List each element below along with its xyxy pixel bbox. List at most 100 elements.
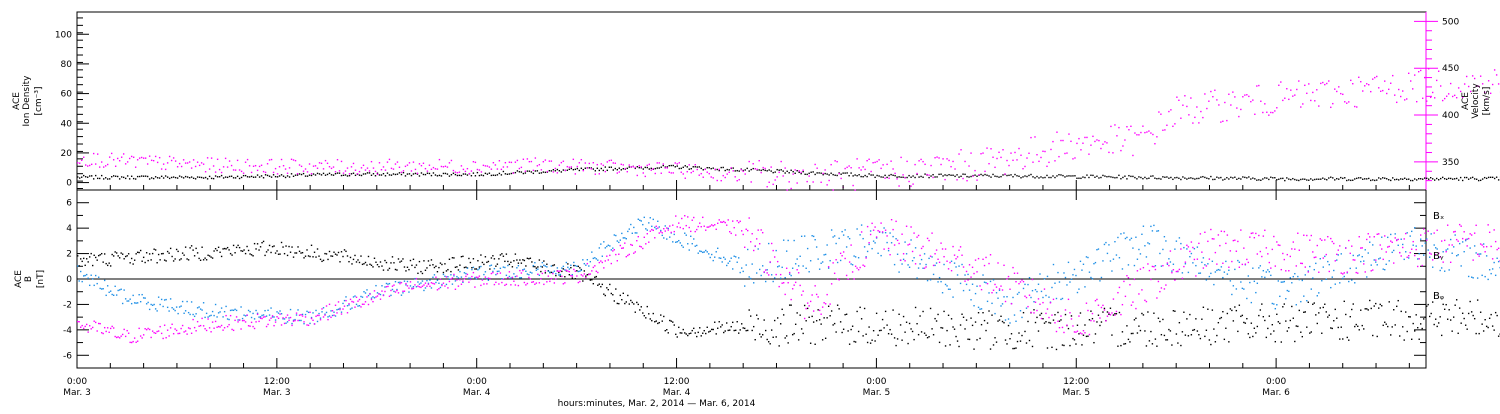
data-point — [975, 293, 976, 294]
data-point — [481, 171, 482, 172]
data-point — [864, 308, 865, 309]
data-point — [281, 313, 282, 314]
data-point — [1065, 314, 1066, 315]
data-point — [1442, 177, 1443, 178]
data-point — [663, 316, 664, 317]
data-point — [511, 173, 512, 174]
data-point — [402, 258, 403, 259]
data-point — [728, 219, 729, 220]
data-point — [1322, 82, 1323, 83]
data-point — [984, 320, 985, 321]
data-point — [419, 283, 420, 284]
data-point — [1384, 178, 1385, 179]
data-point — [687, 335, 688, 336]
data-point — [1112, 177, 1113, 178]
data-point — [1408, 178, 1409, 179]
data-point — [609, 167, 610, 168]
data-point — [475, 175, 476, 176]
data-point — [866, 176, 867, 177]
data-point — [820, 263, 821, 264]
data-point — [281, 159, 282, 160]
data-point — [129, 342, 130, 343]
data-point — [894, 337, 895, 338]
data-point — [768, 243, 769, 244]
data-point — [612, 294, 613, 295]
data-point — [359, 171, 360, 172]
data-point — [188, 327, 189, 328]
data-point — [1227, 313, 1228, 314]
data-point — [644, 315, 645, 316]
data-point — [642, 312, 643, 313]
data-point — [231, 176, 232, 177]
data-point — [713, 329, 714, 330]
data-point — [679, 168, 680, 169]
data-point — [866, 160, 867, 161]
data-point — [315, 165, 316, 166]
data-point — [772, 184, 773, 185]
data-point — [701, 251, 702, 252]
data-point — [317, 321, 318, 322]
data-point — [193, 178, 194, 179]
data-point — [1030, 174, 1031, 175]
data-point — [1294, 341, 1295, 342]
data-point — [1335, 283, 1336, 284]
data-point — [973, 348, 974, 349]
data-point — [671, 172, 672, 173]
data-point — [605, 171, 606, 172]
data-point — [1245, 322, 1246, 323]
data-point — [445, 173, 446, 174]
data-point — [157, 177, 158, 178]
data-point — [1137, 332, 1138, 333]
data-point — [1394, 179, 1395, 180]
data-point — [1394, 94, 1395, 95]
data-point — [609, 245, 610, 246]
data-point — [1357, 255, 1358, 256]
data-point — [1138, 176, 1139, 177]
data-point — [1490, 273, 1491, 274]
data-point — [632, 302, 633, 303]
data-point — [1426, 178, 1427, 179]
data-point — [1232, 91, 1233, 92]
data-point — [155, 176, 156, 177]
data-point — [623, 168, 624, 169]
data-point — [914, 164, 915, 165]
data-point — [165, 337, 166, 338]
data-point — [692, 220, 693, 221]
data-point — [87, 278, 88, 279]
data-point — [320, 317, 321, 318]
data-point — [537, 165, 538, 166]
data-point — [1144, 132, 1145, 133]
data-point — [1260, 265, 1261, 266]
data-point — [139, 157, 140, 158]
data-point — [1418, 178, 1419, 179]
data-point — [498, 283, 499, 284]
data-point — [509, 162, 510, 163]
data-point — [942, 327, 943, 328]
data-point — [681, 168, 682, 169]
data-point — [525, 284, 526, 285]
data-point — [1470, 177, 1471, 178]
data-point — [1054, 314, 1055, 315]
data-point — [650, 231, 651, 232]
data-point — [266, 251, 267, 252]
data-point — [197, 321, 198, 322]
data-point — [453, 173, 454, 174]
data-point — [1493, 329, 1494, 330]
data-point — [939, 342, 940, 343]
data-point — [141, 175, 142, 176]
data-point — [796, 258, 797, 259]
data-point — [997, 320, 998, 321]
data-point — [862, 335, 863, 336]
data-point — [1026, 342, 1027, 343]
data-point — [1066, 284, 1067, 285]
data-point — [763, 271, 764, 272]
data-point — [1330, 287, 1331, 288]
data-point — [1216, 335, 1217, 336]
data-point — [621, 164, 622, 165]
data-point — [1074, 339, 1075, 340]
data-point — [824, 169, 825, 170]
data-point — [457, 175, 458, 176]
data-point — [353, 173, 354, 174]
data-point — [101, 253, 102, 254]
data-point — [868, 326, 869, 327]
